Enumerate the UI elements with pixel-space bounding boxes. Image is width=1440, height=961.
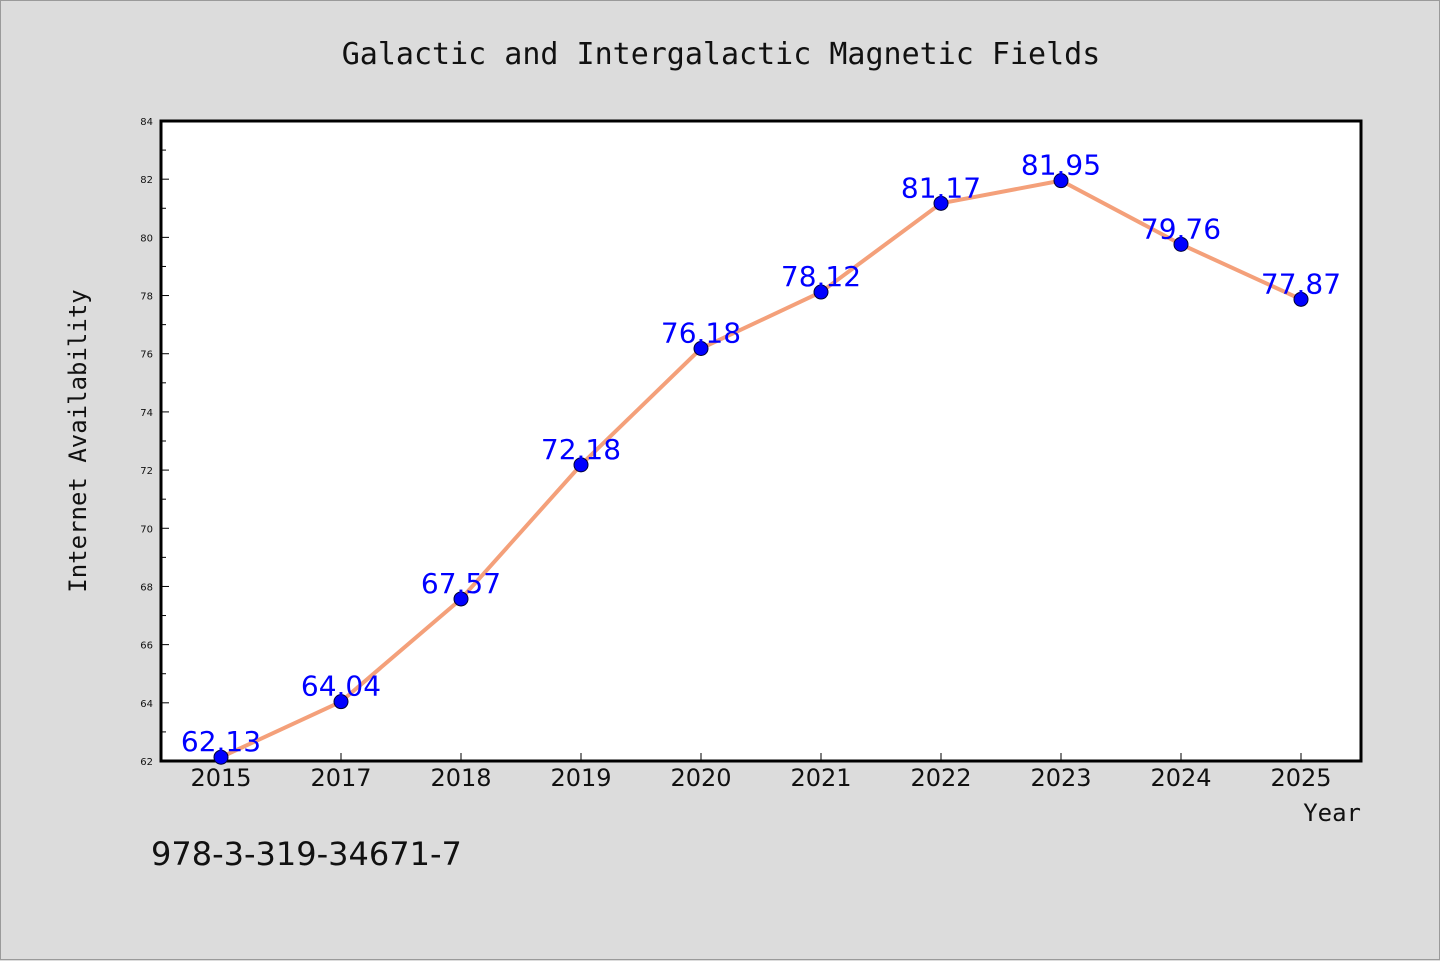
y-tick-label: 84 [140, 117, 153, 128]
data-point [813, 284, 829, 300]
x-tick-label: 2025 [1270, 764, 1331, 792]
data-point [453, 591, 469, 607]
data-label: 81.17 [901, 171, 981, 204]
series-layer: 62.13 64.04 67.57 72.18 76.18 78.12 81.17 81.95… [181, 149, 1341, 765]
data-point [213, 749, 229, 765]
y-tick-label: 66 [140, 641, 153, 652]
data-label: 67.57 [421, 567, 501, 600]
x-tick-label: 2019 [550, 764, 611, 792]
y-tick-label: 78 [140, 292, 153, 303]
data-label: 81.95 [1021, 149, 1101, 182]
y-tick-label: 82 [140, 175, 153, 186]
x-tick-label: 2024 [1150, 764, 1211, 792]
x-axis-label: Year [1303, 799, 1361, 827]
footer-isbn: 978-3-319-34671-7 [151, 835, 462, 873]
x-axis: 2015 2017 2018 2019 2020 2021 2022 2023 2024 2025 [190, 753, 1332, 792]
y-tick-label: 64 [140, 699, 153, 710]
y-tick-label: 80 [140, 233, 153, 244]
data-point [1173, 236, 1189, 252]
data-label: 77.87 [1261, 267, 1341, 300]
data-point [693, 340, 709, 356]
y-axis-label: Internet Availability [64, 289, 92, 592]
data-point [1293, 291, 1309, 307]
x-tick-label: 2022 [910, 764, 971, 792]
y-tick-label: 70 [140, 524, 153, 535]
data-label: 78.12 [781, 260, 861, 293]
x-tick-label: 2020 [670, 764, 731, 792]
data-label: 62.13 [181, 725, 261, 758]
data-point [333, 694, 349, 710]
y-tick-label: 76 [140, 350, 153, 361]
y-tick-label: 74 [140, 408, 153, 419]
y-axis: 62 64 66 68 70 72 74 76 78 80 82 84 [140, 117, 169, 768]
plot-area [159, 119, 1363, 763]
data-point [573, 457, 589, 473]
data-label: 64.04 [301, 670, 381, 703]
x-tick-label: 2017 [310, 764, 371, 792]
data-label: 79.76 [1141, 212, 1221, 245]
x-tick-label: 2021 [790, 764, 851, 792]
x-tick-label: 2015 [190, 764, 251, 792]
y-tick-label: 62 [140, 757, 153, 768]
x-tick-label: 2023 [1030, 764, 1091, 792]
series-line [219, 178, 1303, 760]
x-tick-label: 2018 [430, 764, 491, 792]
data-point [933, 195, 949, 211]
y-tick-label: 68 [140, 582, 153, 593]
chart-title: Galactic and Intergalactic Magnetic Fiel… [342, 37, 1101, 72]
data-label: 72.18 [541, 433, 621, 466]
y-tick-label: 72 [140, 466, 153, 477]
data-point [1053, 173, 1069, 189]
data-label: 76.18 [661, 316, 741, 349]
